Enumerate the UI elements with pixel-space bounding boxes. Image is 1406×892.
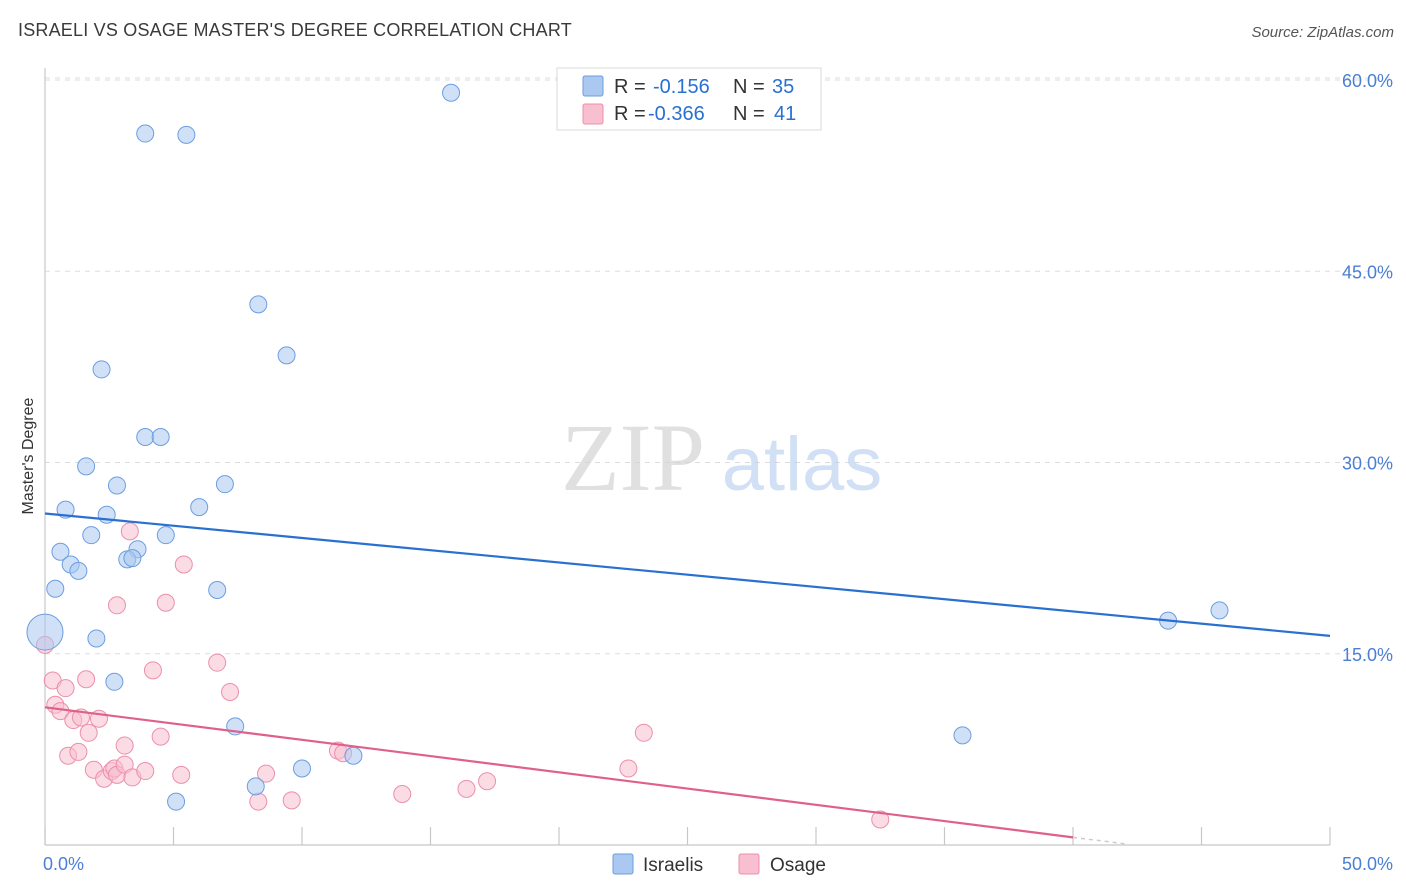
israelis-point	[215, 475, 234, 494]
israelis-point	[92, 360, 111, 379]
osage-point	[77, 670, 96, 689]
israelis-point	[246, 777, 265, 796]
israelis-point	[1210, 601, 1229, 620]
osage-point	[136, 762, 155, 781]
osage-point	[208, 653, 227, 672]
israelis-point	[293, 759, 311, 778]
israelis-point	[344, 746, 363, 765]
israelis-point	[151, 428, 170, 446]
legend-swatch-osage	[738, 853, 760, 875]
osage-point	[282, 791, 301, 810]
israelis-point	[69, 561, 88, 580]
osage-point	[478, 772, 497, 791]
israelis-point	[190, 498, 209, 517]
osage-point	[457, 779, 476, 798]
osage-point	[172, 765, 191, 784]
israelis-point	[56, 500, 75, 519]
osage-point	[151, 727, 170, 746]
stats-r-value-israelis: -0.156	[653, 76, 710, 98]
israelis-point	[208, 581, 227, 599]
trend-lines	[44, 512, 1331, 845]
osage-point	[249, 792, 268, 811]
osage-point	[619, 759, 638, 778]
stats-n-label-israelis: N =	[733, 76, 765, 98]
israelis-point	[136, 428, 155, 446]
source-label: Source: ZipAtlas.com	[1251, 24, 1394, 41]
israelis-point	[87, 629, 106, 648]
legend-label-osage: Osage	[770, 855, 826, 876]
osage-point	[120, 522, 139, 541]
gridlines	[45, 77, 1395, 655]
israelis-point	[105, 672, 124, 691]
osage-point	[79, 723, 98, 742]
osage-point	[156, 593, 175, 612]
y-tick-label: 30.0%	[1342, 454, 1393, 474]
y-tick-label: 60.0%	[1342, 71, 1393, 91]
osage-points	[36, 522, 890, 829]
israelis-point	[167, 792, 186, 811]
stats-legend: R = -0.156 N = 35 R = -0.366 N = 41	[556, 67, 822, 131]
osage-point	[115, 736, 134, 755]
y-tick-label: 15.0%	[1342, 645, 1393, 665]
stats-n-value-osage: 41	[774, 103, 796, 125]
osage-point	[634, 723, 653, 742]
osage-point	[56, 679, 75, 698]
stats-r-value-osage: -0.366	[648, 103, 705, 125]
stats-r-label-osage: R =	[614, 103, 646, 125]
osage-trend-extension	[1072, 836, 1125, 845]
y-axis-label: Master's Degree	[20, 397, 37, 514]
osage-point	[393, 785, 412, 803]
israelis-point	[46, 579, 65, 598]
israelis-point	[82, 526, 101, 545]
israelis-point	[26, 613, 64, 651]
stats-n-label-osage: N =	[733, 103, 765, 125]
x-tick-label-max: 50.0%	[1342, 854, 1393, 874]
israelis-point	[136, 124, 155, 143]
y-tick-label: 45.0%	[1342, 262, 1393, 282]
osage-trend-line	[44, 706, 1074, 839]
osage-point	[871, 810, 890, 829]
israelis-point	[249, 295, 268, 314]
watermark-zip: ZIP	[561, 404, 705, 511]
stats-legend-swatch-osage	[582, 103, 604, 125]
israelis-point	[177, 125, 196, 144]
x-tick-label-min: 0.0%	[43, 854, 84, 874]
legend-label-israelis: Israelis	[643, 855, 703, 876]
y-tick-labels: 15.0% 30.0% 45.0% 60.0%	[1342, 71, 1393, 665]
israelis-point	[77, 457, 96, 476]
legend-swatch-israelis	[612, 853, 634, 875]
israelis-point	[953, 726, 972, 745]
osage-point	[221, 683, 240, 701]
watermark-atlas: atlas	[722, 422, 883, 507]
stats-n-value-israelis: 35	[772, 76, 794, 98]
osage-point	[143, 661, 162, 680]
israelis-trend-line	[44, 512, 1331, 637]
israelis-point	[51, 542, 70, 561]
israelis-point	[107, 476, 126, 495]
series-legend: Israelis Osage	[612, 853, 826, 876]
israelis-point	[277, 346, 296, 365]
osage-point	[107, 596, 126, 615]
osage-point	[174, 555, 193, 574]
israelis-point	[156, 526, 175, 545]
stats-r-label-israelis: R =	[614, 76, 646, 98]
israelis-point	[123, 549, 142, 568]
osage-point	[257, 764, 276, 783]
osage-point	[69, 742, 88, 761]
chart-title: ISRAELI VS OSAGE MASTER'S DEGREE CORRELA…	[18, 20, 572, 40]
israelis-point	[442, 83, 461, 102]
x-ticks	[44, 827, 1331, 845]
stats-legend-swatch-israelis	[582, 75, 604, 97]
